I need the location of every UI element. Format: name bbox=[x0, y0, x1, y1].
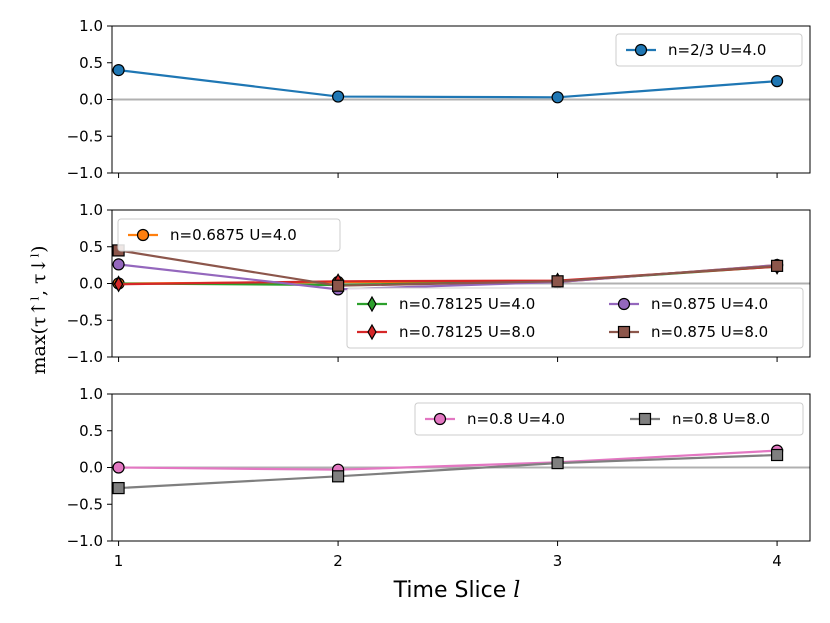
y-tick-label: 1.0 bbox=[79, 201, 103, 219]
y-tick-label: 0.5 bbox=[79, 422, 103, 440]
data-point bbox=[770, 448, 784, 462]
data-point bbox=[551, 91, 564, 104]
data-point bbox=[113, 276, 124, 293]
y-tick-label: 0.5 bbox=[79, 238, 103, 256]
series-line bbox=[118, 453, 778, 490]
legend-entry: n=0.78125 U=8.0 bbox=[357, 323, 535, 341]
data-point bbox=[770, 75, 784, 88]
plot-frame bbox=[111, 209, 811, 358]
legend-marker bbox=[638, 412, 652, 426]
panel-1: 1.0 0.5 0.0 −0.5 −1.0 n=2/3 U=4.0 bbox=[67, 17, 811, 182]
y-tick-label: 0.0 bbox=[79, 459, 103, 477]
y-tick-label: −0.5 bbox=[67, 495, 103, 513]
data-point bbox=[331, 279, 345, 292]
panel-2: 1.0 0.5 0.0 −0.5 −1.0 n=0.6875 U=4.0 n=0.78125… bbox=[67, 201, 811, 366]
legend-label: n=0.8 U=8.0 bbox=[672, 410, 770, 428]
y-tick-label: 1.0 bbox=[79, 385, 103, 403]
data-point bbox=[112, 461, 125, 474]
series-line bbox=[118, 263, 778, 291]
x-axis-label: Time Slice l bbox=[393, 578, 521, 603]
series-3-2 bbox=[112, 448, 784, 495]
data-point bbox=[551, 456, 564, 470]
legend-marker bbox=[433, 412, 447, 426]
y-tick-label: −1.0 bbox=[67, 164, 103, 182]
data-point bbox=[112, 258, 125, 271]
legend-entry: n=0.8 U=4.0 bbox=[425, 410, 565, 428]
plot-frame bbox=[111, 393, 811, 542]
legend-marker bbox=[617, 297, 631, 311]
panels: 1.0 0.5 0.0 −0.5 −1.0 n=2/3 U=4.0 1.0 0.5 0.0 −0.… bbox=[67, 17, 811, 570]
x-tick-label: 1 bbox=[114, 552, 124, 570]
legend-3-1: n=0.8 U=4.0 n=0.8 U=8.0 bbox=[414, 402, 804, 436]
y-tick-label: −1.0 bbox=[67, 532, 103, 550]
legend-label: n=0.78125 U=4.0 bbox=[399, 295, 535, 313]
legend-entry: n=0.875 U=8.0 bbox=[609, 323, 768, 341]
series-line bbox=[118, 449, 778, 471]
legend-entry: n=0.78125 U=4.0 bbox=[357, 295, 535, 313]
legend-label: n=0.875 U=8.0 bbox=[651, 323, 768, 341]
x-tick-label: 3 bbox=[553, 552, 563, 570]
data-point bbox=[112, 63, 125, 77]
legend-2-1: n=0.6875 U=4.0 bbox=[117, 218, 341, 252]
legend-marker bbox=[634, 43, 648, 57]
legend-marker bbox=[367, 323, 377, 341]
data-point bbox=[770, 259, 784, 272]
legend-entry: n=0.6875 U=4.0 bbox=[128, 226, 297, 244]
y-tick-label: 0.5 bbox=[79, 54, 103, 72]
data-point bbox=[112, 481, 125, 495]
y-tick-label: −0.5 bbox=[67, 127, 103, 145]
legend-entry: n=2/3 U=4.0 bbox=[626, 41, 766, 59]
y-tick-label: −1.0 bbox=[67, 348, 103, 366]
data-point bbox=[331, 470, 345, 483]
panel-3: 1.00.50.0−0.5−1.01 2 3 4n=0.8 U=4.0 n=0.8 U=… bbox=[67, 385, 811, 570]
legend-2-2: n=0.78125 U=4.0 n=0.78125 U=8.0 n=0.875 U=… bbox=[346, 287, 804, 349]
series-line bbox=[118, 69, 778, 99]
legend-box bbox=[346, 287, 804, 349]
series-line bbox=[118, 249, 778, 287]
y-tick-label: −0.5 bbox=[67, 311, 103, 329]
x-tick-label: 2 bbox=[333, 552, 343, 570]
x-tick-label: 4 bbox=[772, 552, 782, 570]
data-point bbox=[551, 275, 564, 288]
series-1-1 bbox=[112, 63, 784, 104]
y-tick-label: 0.0 bbox=[79, 91, 103, 109]
legend-label: n=0.8 U=4.0 bbox=[467, 410, 565, 428]
legend-label: n=0.78125 U=8.0 bbox=[399, 323, 535, 341]
legend-marker bbox=[136, 228, 150, 242]
data-point bbox=[331, 90, 345, 103]
legend-entry: n=0.8 U=8.0 bbox=[630, 410, 770, 428]
legend-marker bbox=[617, 325, 631, 339]
legend-box bbox=[414, 402, 804, 436]
legend-1-1: n=2/3 U=4.0 bbox=[615, 33, 803, 67]
legend-label: n=2/3 U=4.0 bbox=[668, 41, 766, 59]
legend-marker bbox=[367, 295, 377, 313]
legend-label: n=0.6875 U=4.0 bbox=[170, 226, 297, 244]
plot-frame bbox=[111, 25, 811, 174]
y-tick-label: 1.0 bbox=[79, 17, 103, 35]
legend-label: n=0.875 U=4.0 bbox=[651, 295, 768, 313]
legend-entry: n=0.875 U=4.0 bbox=[609, 295, 768, 313]
y-axis-label: max(τ↑ˡ, τ↓ˡ) bbox=[28, 245, 50, 374]
legend-box bbox=[615, 33, 803, 67]
legend-box bbox=[117, 218, 341, 252]
y-tick-label: 0.0 bbox=[79, 275, 103, 293]
